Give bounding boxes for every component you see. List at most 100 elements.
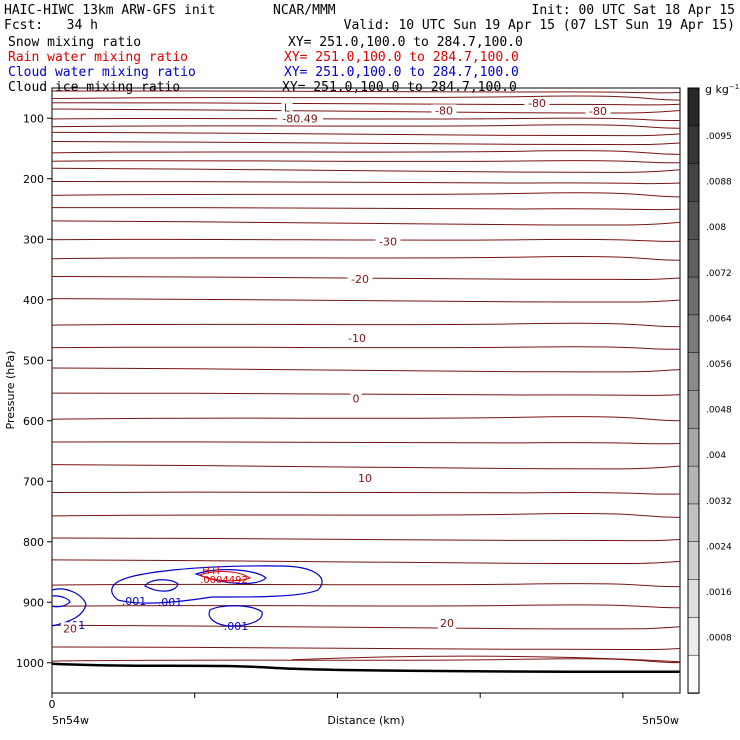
y-tick-label-500: 500 [23,354,44,367]
y-tick-label-1000: 1000 [16,657,44,670]
isotherm-label-bg-3 [585,104,611,117]
cloud-water-label-1: .001 [224,620,249,633]
temperature-isotherms [51,90,681,664]
x-end-label: 5n50w [642,714,679,727]
forecast-hour: Fcst: 34 h [4,18,98,33]
isotherm-label-bg-8 [356,472,374,485]
isotherm-8 [51,150,681,155]
colorbar-segment-13 [687,579,700,619]
isotherm-32 [51,624,681,630]
isotherm-label-bg-7 [350,392,362,405]
isotherm-18 [51,298,681,303]
field-snow-name: Snow mixing ratio [8,35,142,50]
isotherm-24 [51,441,681,445]
isotherm-6 [51,131,681,137]
isotherm-21 [51,367,681,373]
colorbar-segment-1 [687,125,700,165]
y-tick-label-800: 800 [23,536,44,549]
isotherm-label-1: -80 [435,104,453,117]
colorbar-label-5: .0056 [706,360,732,370]
y-axis: 100 200 300 400 500 600 700 800 900 1000 [16,112,52,670]
colorbar-segment-0 [687,87,700,127]
cloud-water-contour-3 [51,588,87,627]
isotherm-3 [51,108,681,114]
colorbar-segment-9 [687,428,700,467]
isotherm-label-bg-0 [277,112,323,125]
init-time: Init: 00 UTC Sat 18 Apr 15 [531,3,736,18]
isotherm-label-bg-10 [61,622,79,635]
colorbar-label-11: .0008 [706,634,732,644]
isotherm-26 [51,491,681,495]
isotherm-31 [51,604,681,609]
isotherm-1 [51,95,681,101]
cloud-water-contour-5 [208,605,263,627]
isotherm-17 [51,275,681,280]
cloud-water-contour-2 [194,569,267,585]
colorbar-segment-3 [687,201,700,240]
isotherm-15 [51,238,681,242]
x-start-label: 5n54w [52,714,89,727]
colorbar-segment-5 [687,276,700,316]
terrain-line [51,662,681,674]
isotherm-9 [51,160,681,164]
cloud-water-contour-4 [51,595,71,608]
y-tick-label-600: 600 [23,415,44,428]
y-axis-title: Pressure (hPa) [4,351,17,430]
isotherm-23 [51,416,681,422]
isotherm-13 [51,206,681,211]
y-tick-label-700: 700 [23,475,44,488]
isotherm-label-7: 0 [353,392,360,405]
isotherm-label-10: 20 [63,622,77,635]
cloud-water-contour-1 [144,579,179,592]
isotherm-label-2: -80 [528,97,546,110]
isotherm-14 [51,220,681,226]
figure-title: HAIC-HIWC 13km ARW-GFS init [4,3,216,18]
isotherm-label-4: -30 [379,236,397,249]
rain-water-label-1: H [212,566,220,577]
x-origin-tick: 0 [49,698,56,711]
colorbar-segment-14 [687,617,700,656]
y-tick-label-300: 300 [23,233,44,246]
isotherm-0 [51,90,681,94]
isotherm-label-bg-1 [431,104,457,117]
colorbar-label-10: .0016 [706,588,732,598]
organization-label: NCAR/MMM [273,3,336,18]
x-axis [51,693,624,698]
terrain [51,655,681,674]
isotherm-19 [51,322,681,328]
isotherm-label-8: 10 [358,472,372,485]
colorbar-frame [687,87,700,694]
colorbar-unit: g kg−1 [705,83,739,96]
isotherm-28 [51,537,681,542]
isotherm-20 [51,346,681,350]
colorbar-segment-10 [687,465,700,505]
isotherm-label-bg-5 [347,273,373,286]
y-tick-label-100: 100 [23,112,44,125]
isotherm-label-bg-9 [438,616,456,629]
isotherm-5 [51,124,681,129]
colorbar-segment-7 [687,352,700,392]
isotherm-label-3: -80 [589,105,607,118]
cloud-water-label-0: .001 [158,596,183,609]
colorbar-segment-15 [687,654,700,694]
colorbar-label-1: .0088 [706,178,732,188]
isotherm-12 [51,192,681,198]
colorbar-label-9: .0024 [706,542,732,552]
y-tick-label-400: 400 [23,294,44,307]
colorbar-label-6: .0048 [706,406,732,416]
isotherm-label-5: -20 [351,273,369,286]
isotherm-7 [51,141,681,146]
valid-time: Valid: 10 UTC Sun 19 Apr 15 (07 LST Sun … [343,18,735,33]
cloud-water-contours: .001.001.001.001 [51,565,323,633]
colorbar-segment-6 [687,314,700,354]
cloud-water-contour-0 [111,565,323,604]
colorbar-segment-11 [687,503,700,543]
field-snow-xy: XY= 251.0,100.0 to 284.7,100.0 [288,35,523,50]
isotherm-label-bg-6 [344,331,370,344]
x-axis-title: Distance (km) [327,714,404,727]
colorbar-segment-8 [687,390,700,430]
isotherm-11 [51,180,681,185]
isotherm-2 [51,102,681,106]
cloud-water-label-3: .001 [122,595,147,608]
